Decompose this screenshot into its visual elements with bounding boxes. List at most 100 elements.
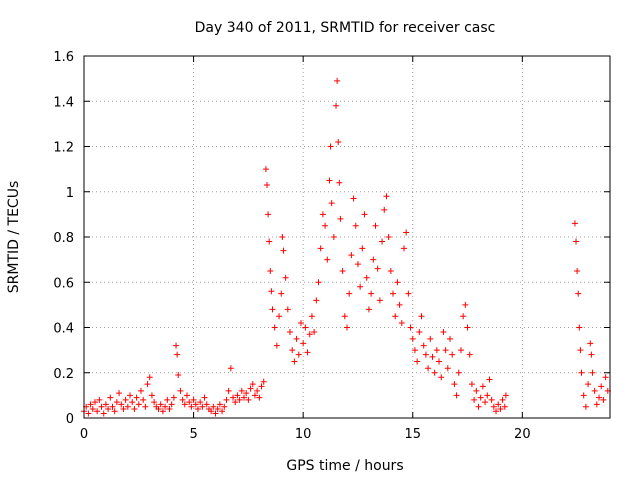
data-point — [376, 297, 383, 304]
data-point — [455, 369, 462, 376]
data-point — [166, 405, 173, 412]
data-point — [173, 342, 180, 349]
data-point — [282, 274, 289, 281]
data-point — [433, 347, 440, 354]
data-point — [574, 267, 581, 274]
data-point — [155, 405, 162, 412]
data-point — [490, 403, 497, 410]
data-point — [256, 394, 263, 401]
data-point — [400, 245, 407, 252]
data-point — [383, 193, 390, 200]
data-point — [251, 392, 258, 399]
data-point — [350, 195, 357, 202]
grid — [84, 56, 610, 418]
data-point — [580, 392, 587, 399]
data-point — [392, 313, 399, 320]
data-point — [407, 324, 414, 331]
data-point — [573, 238, 580, 245]
data-point — [184, 392, 191, 399]
data-point — [276, 313, 283, 320]
x-tick-labels: 0 5 10 15 20 — [80, 56, 531, 442]
data-point — [113, 399, 120, 406]
data-point — [464, 324, 471, 331]
y-tick-label: 1.6 — [53, 50, 74, 65]
data-point — [319, 211, 326, 218]
data-point — [438, 374, 445, 381]
data-point — [602, 374, 609, 381]
data-point — [280, 247, 287, 254]
data-point — [444, 365, 451, 372]
data-point — [268, 288, 275, 295]
data-point — [370, 256, 377, 263]
data-point — [337, 215, 344, 222]
data-point — [330, 234, 337, 240]
data-point — [593, 401, 600, 408]
x-axis-title: GPS time / hours — [286, 458, 403, 474]
data-point — [587, 340, 594, 347]
data-point — [96, 396, 103, 403]
data-point — [344, 324, 350, 331]
data-point — [416, 329, 423, 336]
data-point — [497, 405, 504, 412]
data-point — [111, 408, 118, 415]
data-point — [267, 267, 274, 274]
data-point — [186, 399, 193, 406]
data-point — [368, 290, 375, 297]
data-point — [457, 347, 464, 354]
data-point — [304, 349, 311, 356]
x-tick-label: 0 — [80, 427, 88, 442]
data-point — [214, 405, 221, 412]
data-point — [427, 335, 434, 342]
data-point — [499, 396, 506, 403]
data-point — [85, 410, 92, 417]
data-point — [133, 394, 140, 401]
data-point — [144, 381, 151, 388]
data-point — [190, 396, 197, 403]
data-point — [221, 403, 228, 410]
data-point — [94, 408, 101, 415]
data-point — [297, 319, 304, 326]
data-point — [188, 403, 195, 410]
data-point — [322, 222, 329, 229]
data-point — [326, 177, 333, 184]
data-point — [265, 211, 272, 218]
data-point — [264, 181, 271, 188]
data-point — [260, 378, 267, 385]
y-tick-label: 0.6 — [53, 276, 74, 291]
data-point — [140, 396, 147, 403]
data-point — [279, 234, 286, 240]
data-point — [102, 401, 109, 408]
data-point — [162, 403, 169, 410]
data-point — [127, 392, 134, 399]
data-point — [357, 283, 364, 290]
data-point — [460, 313, 467, 320]
data-point — [129, 399, 136, 406]
data-point — [571, 220, 578, 227]
data-point — [177, 387, 184, 394]
data-point — [381, 206, 388, 213]
data-point — [181, 401, 188, 408]
data-point — [137, 387, 144, 394]
data-point — [328, 200, 335, 207]
data-point — [271, 324, 278, 331]
data-point — [306, 331, 313, 338]
data-point — [212, 410, 219, 417]
data-point — [374, 265, 381, 272]
data-point — [588, 351, 595, 358]
data-point — [192, 401, 199, 408]
data-point — [131, 405, 138, 412]
data-point — [451, 381, 458, 388]
data-point — [596, 394, 603, 401]
data-point — [98, 403, 105, 410]
data-point — [245, 396, 252, 403]
data-point — [240, 394, 247, 401]
data-point — [159, 408, 166, 415]
data-point — [291, 358, 298, 365]
data-point — [120, 405, 127, 412]
data-point — [327, 143, 334, 150]
data-point — [436, 358, 443, 365]
data-point — [405, 290, 412, 297]
data-point — [249, 381, 256, 388]
data-point — [409, 335, 416, 342]
